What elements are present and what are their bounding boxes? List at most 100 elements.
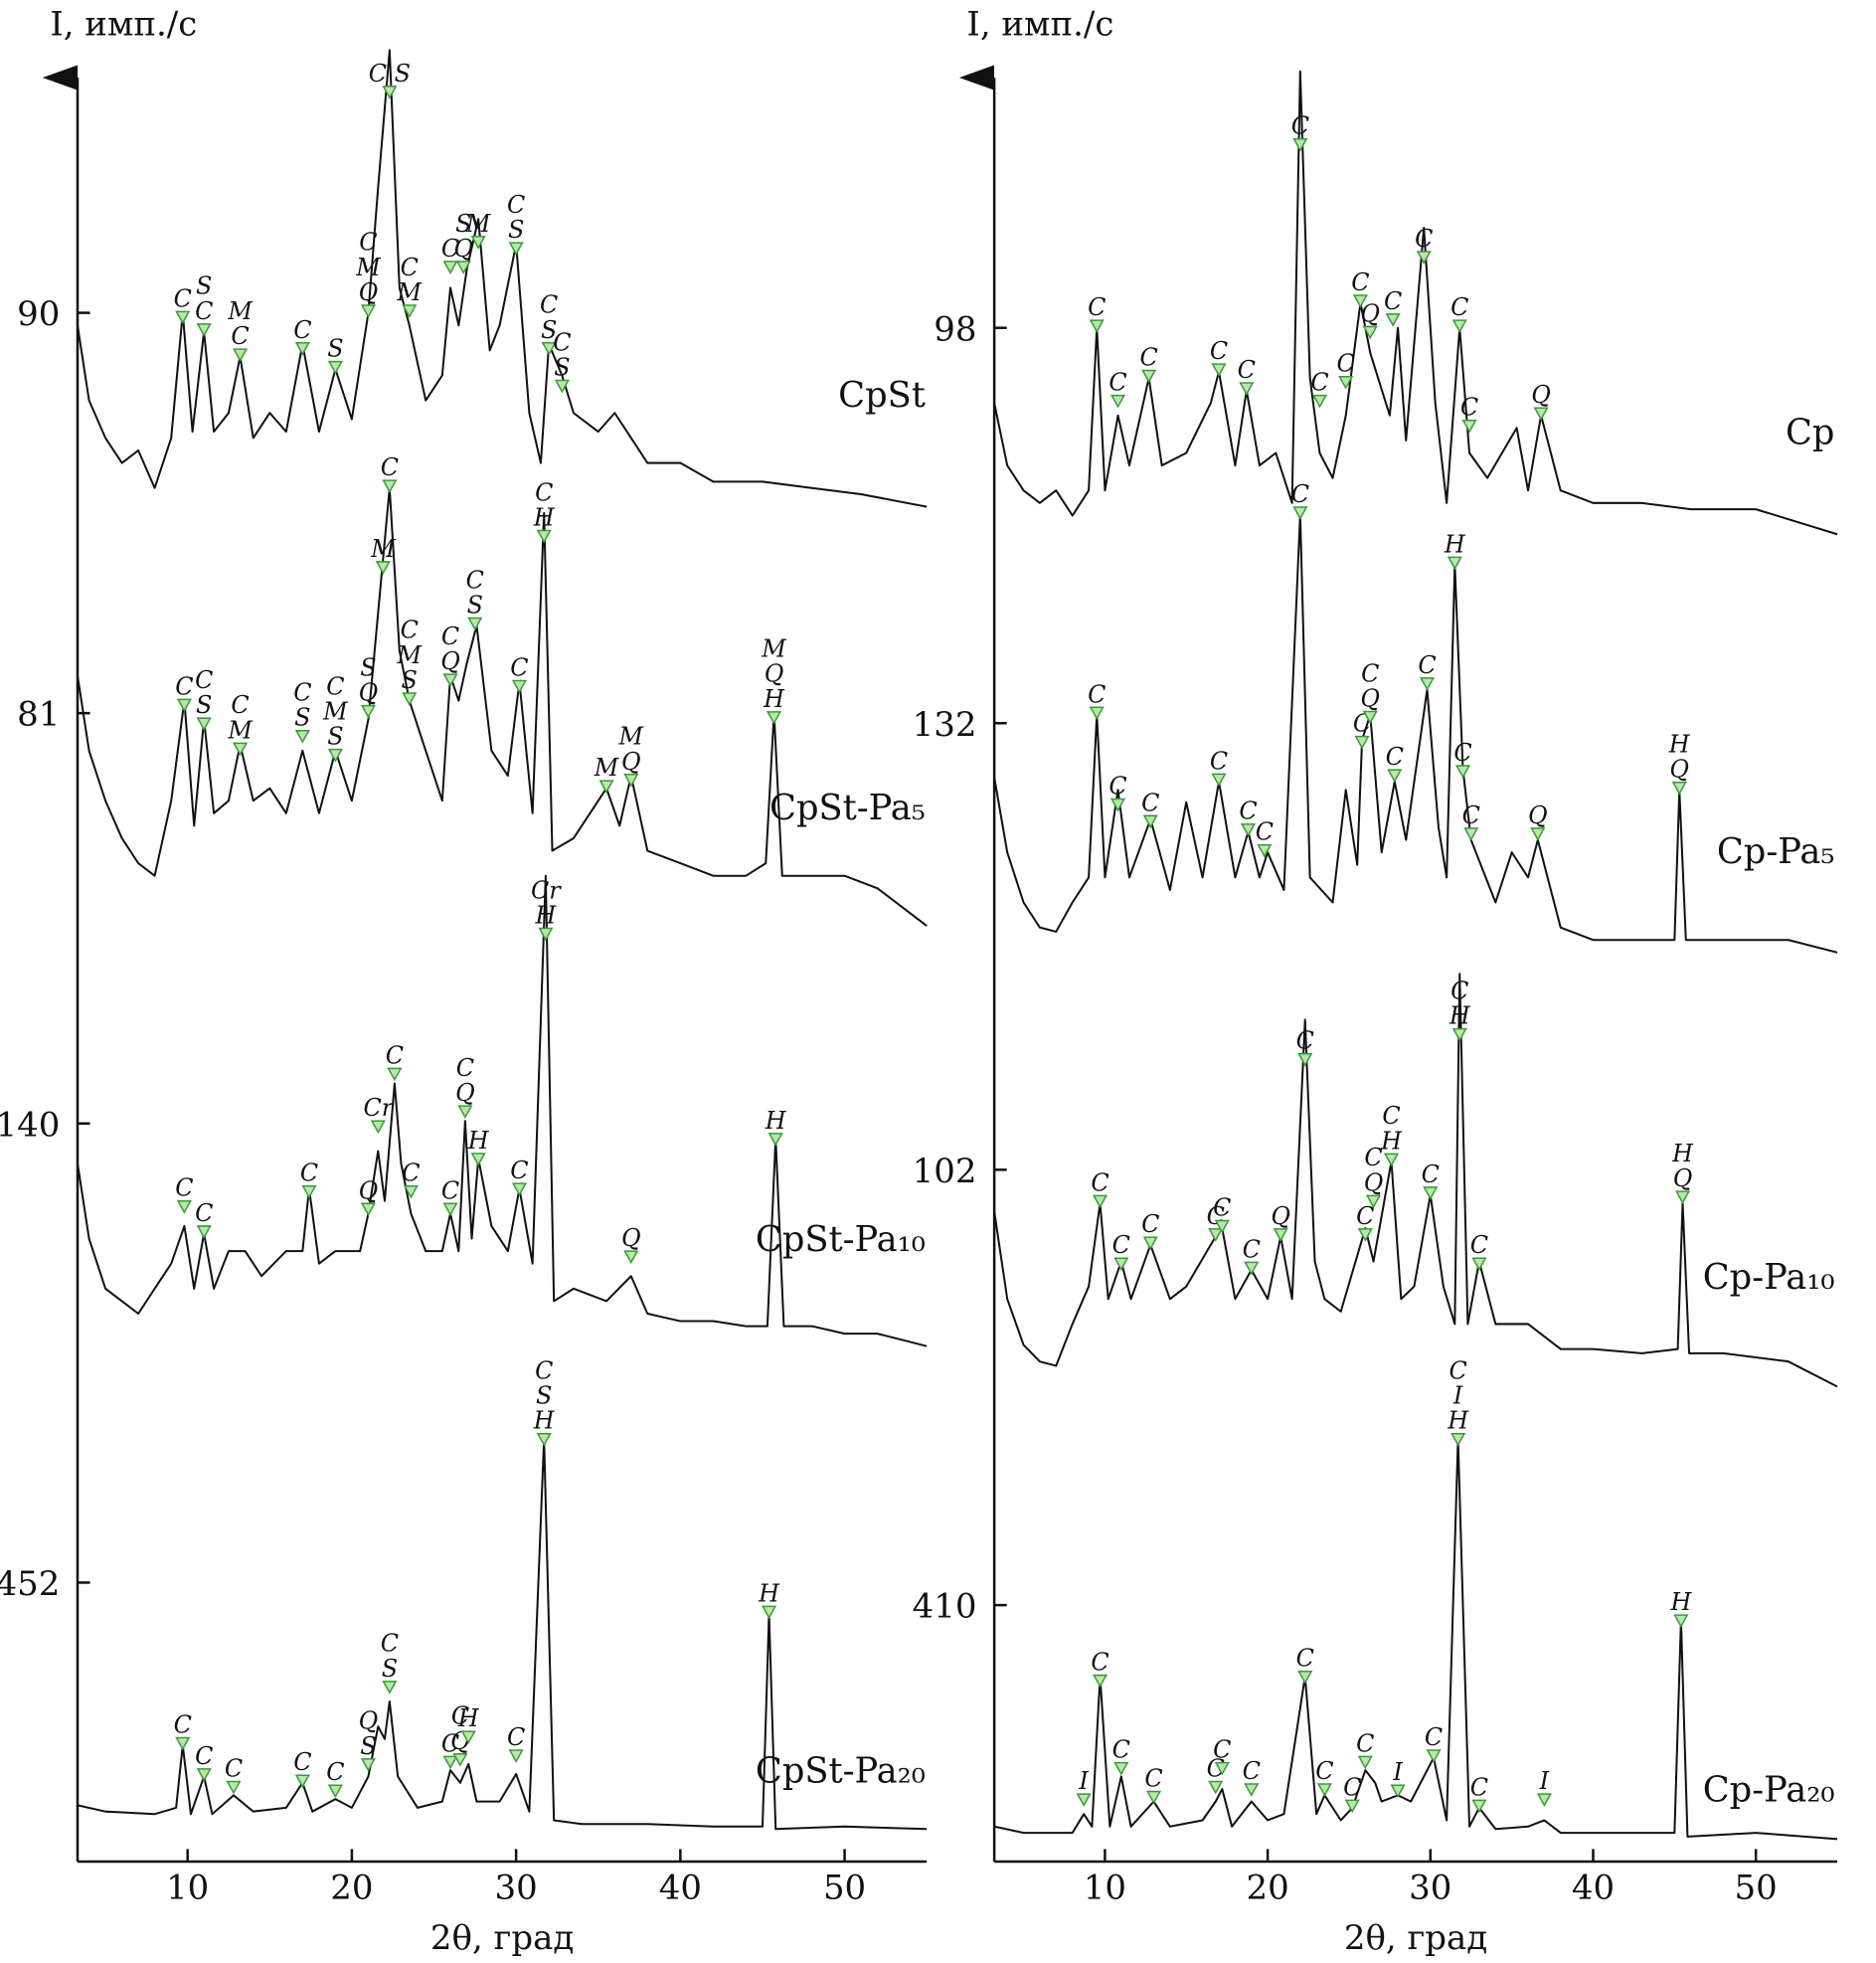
phase-label: C	[300, 1160, 318, 1187]
phase-label: C	[381, 1630, 399, 1658]
peak-marker	[175, 310, 191, 325]
phase-label: Q	[1360, 299, 1380, 327]
peak-marker	[1273, 1228, 1288, 1242]
peak-marker	[196, 1768, 212, 1782]
phase-label: S	[536, 1382, 552, 1410]
pattern-line	[77, 486, 928, 927]
phase-label: C	[293, 316, 311, 344]
peak-marker	[1344, 1799, 1360, 1814]
peak-marker	[452, 1753, 468, 1767]
phase-label: Q	[1364, 1168, 1384, 1196]
peak-marker	[1426, 1749, 1442, 1763]
phase-label: Q	[440, 647, 460, 675]
phase-label: C	[510, 1157, 528, 1184]
phase-label: H	[533, 1407, 556, 1435]
phase-label: H	[1668, 731, 1691, 759]
phase-label: Q	[455, 1079, 475, 1107]
series-name: CpSt-Pa₂₀	[756, 1751, 926, 1792]
peak-marker	[1109, 394, 1126, 409]
phase-label: C	[1296, 1027, 1314, 1055]
phase-label: H	[1449, 1002, 1471, 1030]
phase-label: C	[402, 1160, 420, 1187]
phase-label: M	[227, 716, 253, 744]
peak-marker	[402, 304, 418, 318]
phase-label: C	[195, 666, 213, 694]
phase-label: C	[1425, 1723, 1443, 1751]
phase-label: C	[510, 653, 528, 681]
peak-marker	[511, 1182, 528, 1197]
peak-marker	[508, 1749, 524, 1763]
phase-label: S	[196, 272, 212, 300]
phase-label: C	[195, 1199, 213, 1227]
phase-label: C	[293, 679, 311, 707]
phase-label: S	[327, 723, 343, 751]
phase-label: C	[231, 691, 249, 719]
peak-marker	[294, 1774, 310, 1789]
peak-marker	[382, 1681, 398, 1695]
series-name: Cp-Pa₂₀	[1703, 1770, 1835, 1811]
peak-marker	[1423, 1186, 1439, 1200]
peak-marker	[360, 704, 377, 719]
phase-label: C	[1460, 394, 1478, 422]
phase-label: C	[1243, 1757, 1261, 1785]
peak-marker	[1092, 1674, 1109, 1689]
peak-marker	[176, 1200, 192, 1214]
phase-label: I	[1452, 1382, 1463, 1410]
phase-label: Q	[1673, 1164, 1693, 1192]
peak-marker	[1362, 710, 1378, 725]
series-name: CpSt-Pa₅	[769, 788, 926, 828]
pattern-line	[993, 513, 1838, 954]
peak-marker	[1357, 1228, 1373, 1242]
x-tick-label: 10	[166, 1869, 209, 1908]
peak-marker	[294, 342, 310, 356]
y-axis-label: I, имп./с	[50, 4, 197, 44]
peak-marker	[1292, 506, 1308, 520]
pattern-line	[77, 874, 928, 1347]
phase-label: C	[507, 1723, 525, 1751]
peak-marker	[327, 1784, 343, 1799]
peak-marker	[541, 342, 557, 356]
phase-label: C	[1415, 225, 1433, 253]
phase-label: H	[467, 1127, 490, 1155]
peak-marker	[1113, 1761, 1129, 1776]
phase-label: C	[1422, 1160, 1440, 1188]
phase-label: C	[175, 1174, 193, 1202]
phase-label: S	[402, 666, 418, 694]
peak-marker	[623, 1250, 639, 1264]
phase-label: H	[1669, 1588, 1692, 1616]
peak-marker	[1239, 382, 1255, 396]
x-tick-label: 40	[659, 1869, 702, 1908]
phase-label: C	[225, 1754, 243, 1782]
phase-label: M	[397, 641, 423, 669]
peak-marker	[1089, 706, 1105, 721]
phase-label: S	[467, 592, 483, 620]
phase-label: C	[535, 1356, 553, 1384]
phase-label: H	[765, 1107, 787, 1135]
phase-label: H	[1671, 1140, 1694, 1167]
peak-marker	[1463, 827, 1479, 841]
peak-marker	[1089, 319, 1105, 334]
peak-marker	[766, 711, 782, 725]
phase-label: C	[326, 1758, 344, 1786]
peak-marker	[1141, 369, 1157, 384]
peak-marker	[536, 529, 552, 544]
phase-label: C	[540, 291, 558, 319]
peak-marker	[196, 323, 212, 337]
peak-marker	[1214, 1761, 1230, 1776]
phase-label: H	[1444, 530, 1466, 558]
peak-marker	[301, 1184, 317, 1199]
phase-label: S	[196, 691, 212, 719]
phase-label: C	[1291, 112, 1309, 140]
phase-label: C	[1361, 659, 1379, 687]
phase-label: C	[1256, 818, 1274, 846]
phase-label: C	[1210, 747, 1228, 775]
phase-label: M	[370, 535, 396, 563]
phase-label: S	[541, 316, 557, 344]
peak-marker	[402, 692, 418, 706]
phase-label: C	[381, 453, 399, 481]
phase-label: C	[386, 1041, 404, 1069]
peak-marker	[442, 1755, 458, 1770]
peak-marker	[1471, 1799, 1487, 1814]
phase-label: Q	[1531, 381, 1551, 409]
